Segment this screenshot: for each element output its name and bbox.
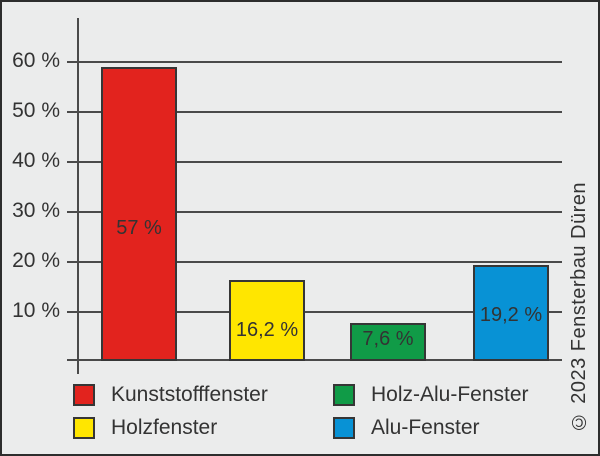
- gridline-20: [67, 261, 562, 263]
- y-axis-line: [77, 18, 79, 374]
- copyright-text: © 2023 Fensterbau Düren: [568, 181, 590, 432]
- bar-value-label: 57 %: [116, 217, 162, 239]
- y-tick-label-50: 50 %: [12, 99, 60, 122]
- legend-label: Holzfenster: [111, 416, 218, 439]
- y-tick-label-40: 40 %: [12, 149, 60, 172]
- legend-swatch-blue: [333, 417, 355, 439]
- legend-swatch-red: [73, 384, 95, 406]
- bar-value-label: 16,2 %: [235, 319, 299, 341]
- legend-item-alu-fenster: Alu-Fenster: [333, 416, 480, 440]
- legend-swatch-yellow: [73, 417, 95, 439]
- gridline-30: [67, 211, 562, 213]
- y-tick-label-30: 30 %: [12, 199, 60, 222]
- y-tick-label-10: 10 %: [12, 299, 60, 322]
- legend-label: Alu-Fenster: [371, 416, 480, 439]
- bar-alu-fenster: 19,2 %: [473, 265, 549, 361]
- y-tick-label-20: 20 %: [12, 249, 60, 272]
- legend-swatch-green: [333, 384, 355, 406]
- bar-value-label: 19,2 %: [479, 304, 543, 326]
- bar-holzfenster: 16,2 %: [229, 280, 305, 361]
- bar-kunststofffenster: 57 %: [101, 67, 177, 361]
- gridline-50: [67, 111, 562, 113]
- legend-item-kunststofffenster: Kunststofffenster: [73, 383, 268, 407]
- gridline-10: [67, 311, 562, 313]
- legend-label: Holz-Alu-Fenster: [371, 383, 529, 406]
- gridline-60: [67, 61, 562, 63]
- gridline-40: [67, 161, 562, 163]
- bar-value-label: 7,6 %: [362, 328, 414, 350]
- legend-item-holz-alu-fenster: Holz-Alu-Fenster: [333, 383, 529, 407]
- legend-label: Kunststofffenster: [111, 383, 268, 406]
- bar-holz-alu-fenster: 7,6 %: [350, 323, 426, 361]
- x-axis-line: [67, 359, 562, 361]
- y-tick-label-60: 60 %: [12, 49, 60, 72]
- legend-item-holzfenster: Holzfenster: [73, 416, 217, 440]
